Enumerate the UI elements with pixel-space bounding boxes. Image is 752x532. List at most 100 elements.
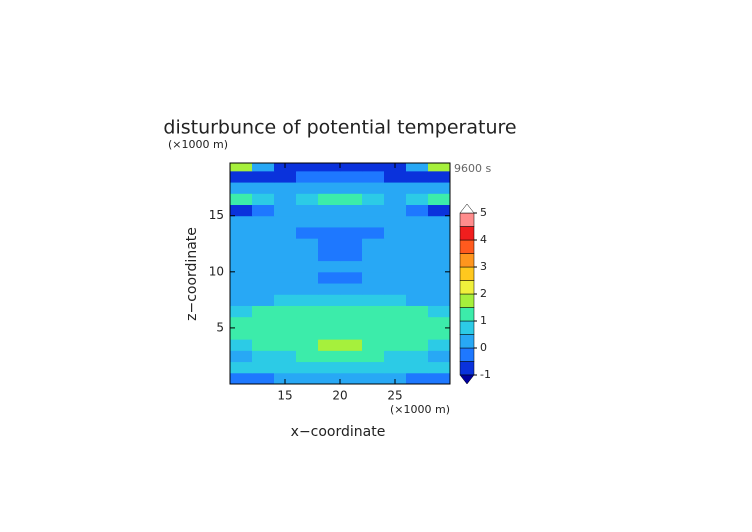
field-cell (340, 163, 363, 172)
field-cell (384, 204, 407, 217)
y-tick-label: 15 (209, 208, 224, 222)
field-cell (296, 260, 319, 273)
chart-title: disturbunce of potential temperature (163, 117, 516, 139)
field-cell (252, 163, 275, 172)
field-cell (340, 249, 363, 262)
field-cell (362, 260, 385, 273)
field-cell (230, 163, 253, 172)
field-cell (362, 271, 385, 284)
field-cell (296, 372, 319, 384)
field-cell (428, 226, 450, 239)
field-cell (318, 372, 341, 384)
time-label: 9600 s (454, 162, 491, 175)
field-cell (318, 305, 341, 318)
field-cell (230, 305, 253, 318)
field-cell (340, 271, 363, 284)
field-cell (274, 215, 297, 228)
field-cell (406, 249, 429, 262)
field-cell (362, 316, 385, 329)
colorbar-segment (459, 239, 475, 254)
field-cell (274, 249, 297, 262)
field-cell (274, 170, 297, 183)
field-cell (230, 170, 253, 183)
field-cell (340, 339, 363, 351)
colorbar-segment (459, 361, 475, 376)
field-cell (340, 260, 363, 273)
field-cell (296, 204, 319, 217)
field-cell (340, 372, 363, 384)
colorbar-tick-label: 4 (480, 233, 487, 246)
x-tick-label: 15 (277, 389, 292, 403)
field-cell (252, 182, 275, 194)
field-cell (252, 305, 275, 318)
field-cell (428, 283, 450, 295)
field-cell (274, 361, 297, 374)
field-cell (406, 193, 429, 206)
field-cell (296, 294, 319, 306)
field-cell (230, 271, 253, 284)
field-cell (406, 226, 429, 239)
field-cell (230, 238, 253, 250)
colorbar-segment (459, 280, 475, 295)
field-cell (428, 305, 450, 318)
field-cell (230, 182, 253, 194)
field-cell (428, 163, 450, 172)
field-cell (428, 249, 450, 262)
field-cell (384, 361, 407, 374)
field-cell (362, 294, 385, 306)
field-cell (340, 226, 363, 239)
field-cell (340, 193, 363, 206)
field-cell (274, 283, 297, 295)
field-cell (230, 327, 253, 340)
field-cell (428, 361, 450, 374)
field-cell (428, 204, 450, 217)
field-cell (406, 271, 429, 284)
field-cell (384, 193, 407, 206)
field-cell (406, 372, 429, 384)
field-cell (274, 204, 297, 217)
field-cell (318, 182, 341, 194)
field-cell (362, 283, 385, 295)
field-cell (340, 204, 363, 217)
x-axis-label: x−coordinate (291, 424, 386, 440)
field-cell (384, 350, 407, 363)
field-cell (274, 238, 297, 250)
field-cell (274, 226, 297, 239)
y-axis-label: z−coordinate (184, 227, 200, 321)
field-cell (296, 271, 319, 284)
field-cell (230, 204, 253, 217)
field-cell (406, 305, 429, 318)
field-cell (362, 361, 385, 374)
x-tick-label: 25 (387, 389, 402, 403)
x-unit: (×1000 m) (390, 403, 450, 416)
field-cell (362, 339, 385, 351)
field-cell (318, 327, 341, 340)
y-unit: (×1000 m) (168, 138, 228, 151)
field-cell (274, 182, 297, 194)
field-cell (318, 215, 341, 228)
field-cell (296, 226, 319, 239)
field-cell (340, 361, 363, 374)
field-cell (230, 294, 253, 306)
field-cell (318, 316, 341, 329)
field-cell (252, 260, 275, 273)
field-cell (384, 260, 407, 273)
y-tick-label: 5 (216, 320, 224, 334)
colorbar-tick-label: 1 (480, 314, 487, 327)
colorbar-segment (459, 347, 475, 362)
field-cell (252, 271, 275, 284)
field-cell (362, 238, 385, 250)
field-cell (274, 339, 297, 351)
colorbar-tick-label: -1 (480, 368, 491, 381)
field-cell (384, 226, 407, 239)
field-cell (406, 238, 429, 250)
field-cell (428, 238, 450, 250)
field-cell (318, 193, 341, 206)
field-cell (318, 260, 341, 273)
field-cell (340, 283, 363, 295)
field-cell (296, 238, 319, 250)
field-cell (362, 215, 385, 228)
field-cell (296, 193, 319, 206)
field-cell (340, 238, 363, 250)
